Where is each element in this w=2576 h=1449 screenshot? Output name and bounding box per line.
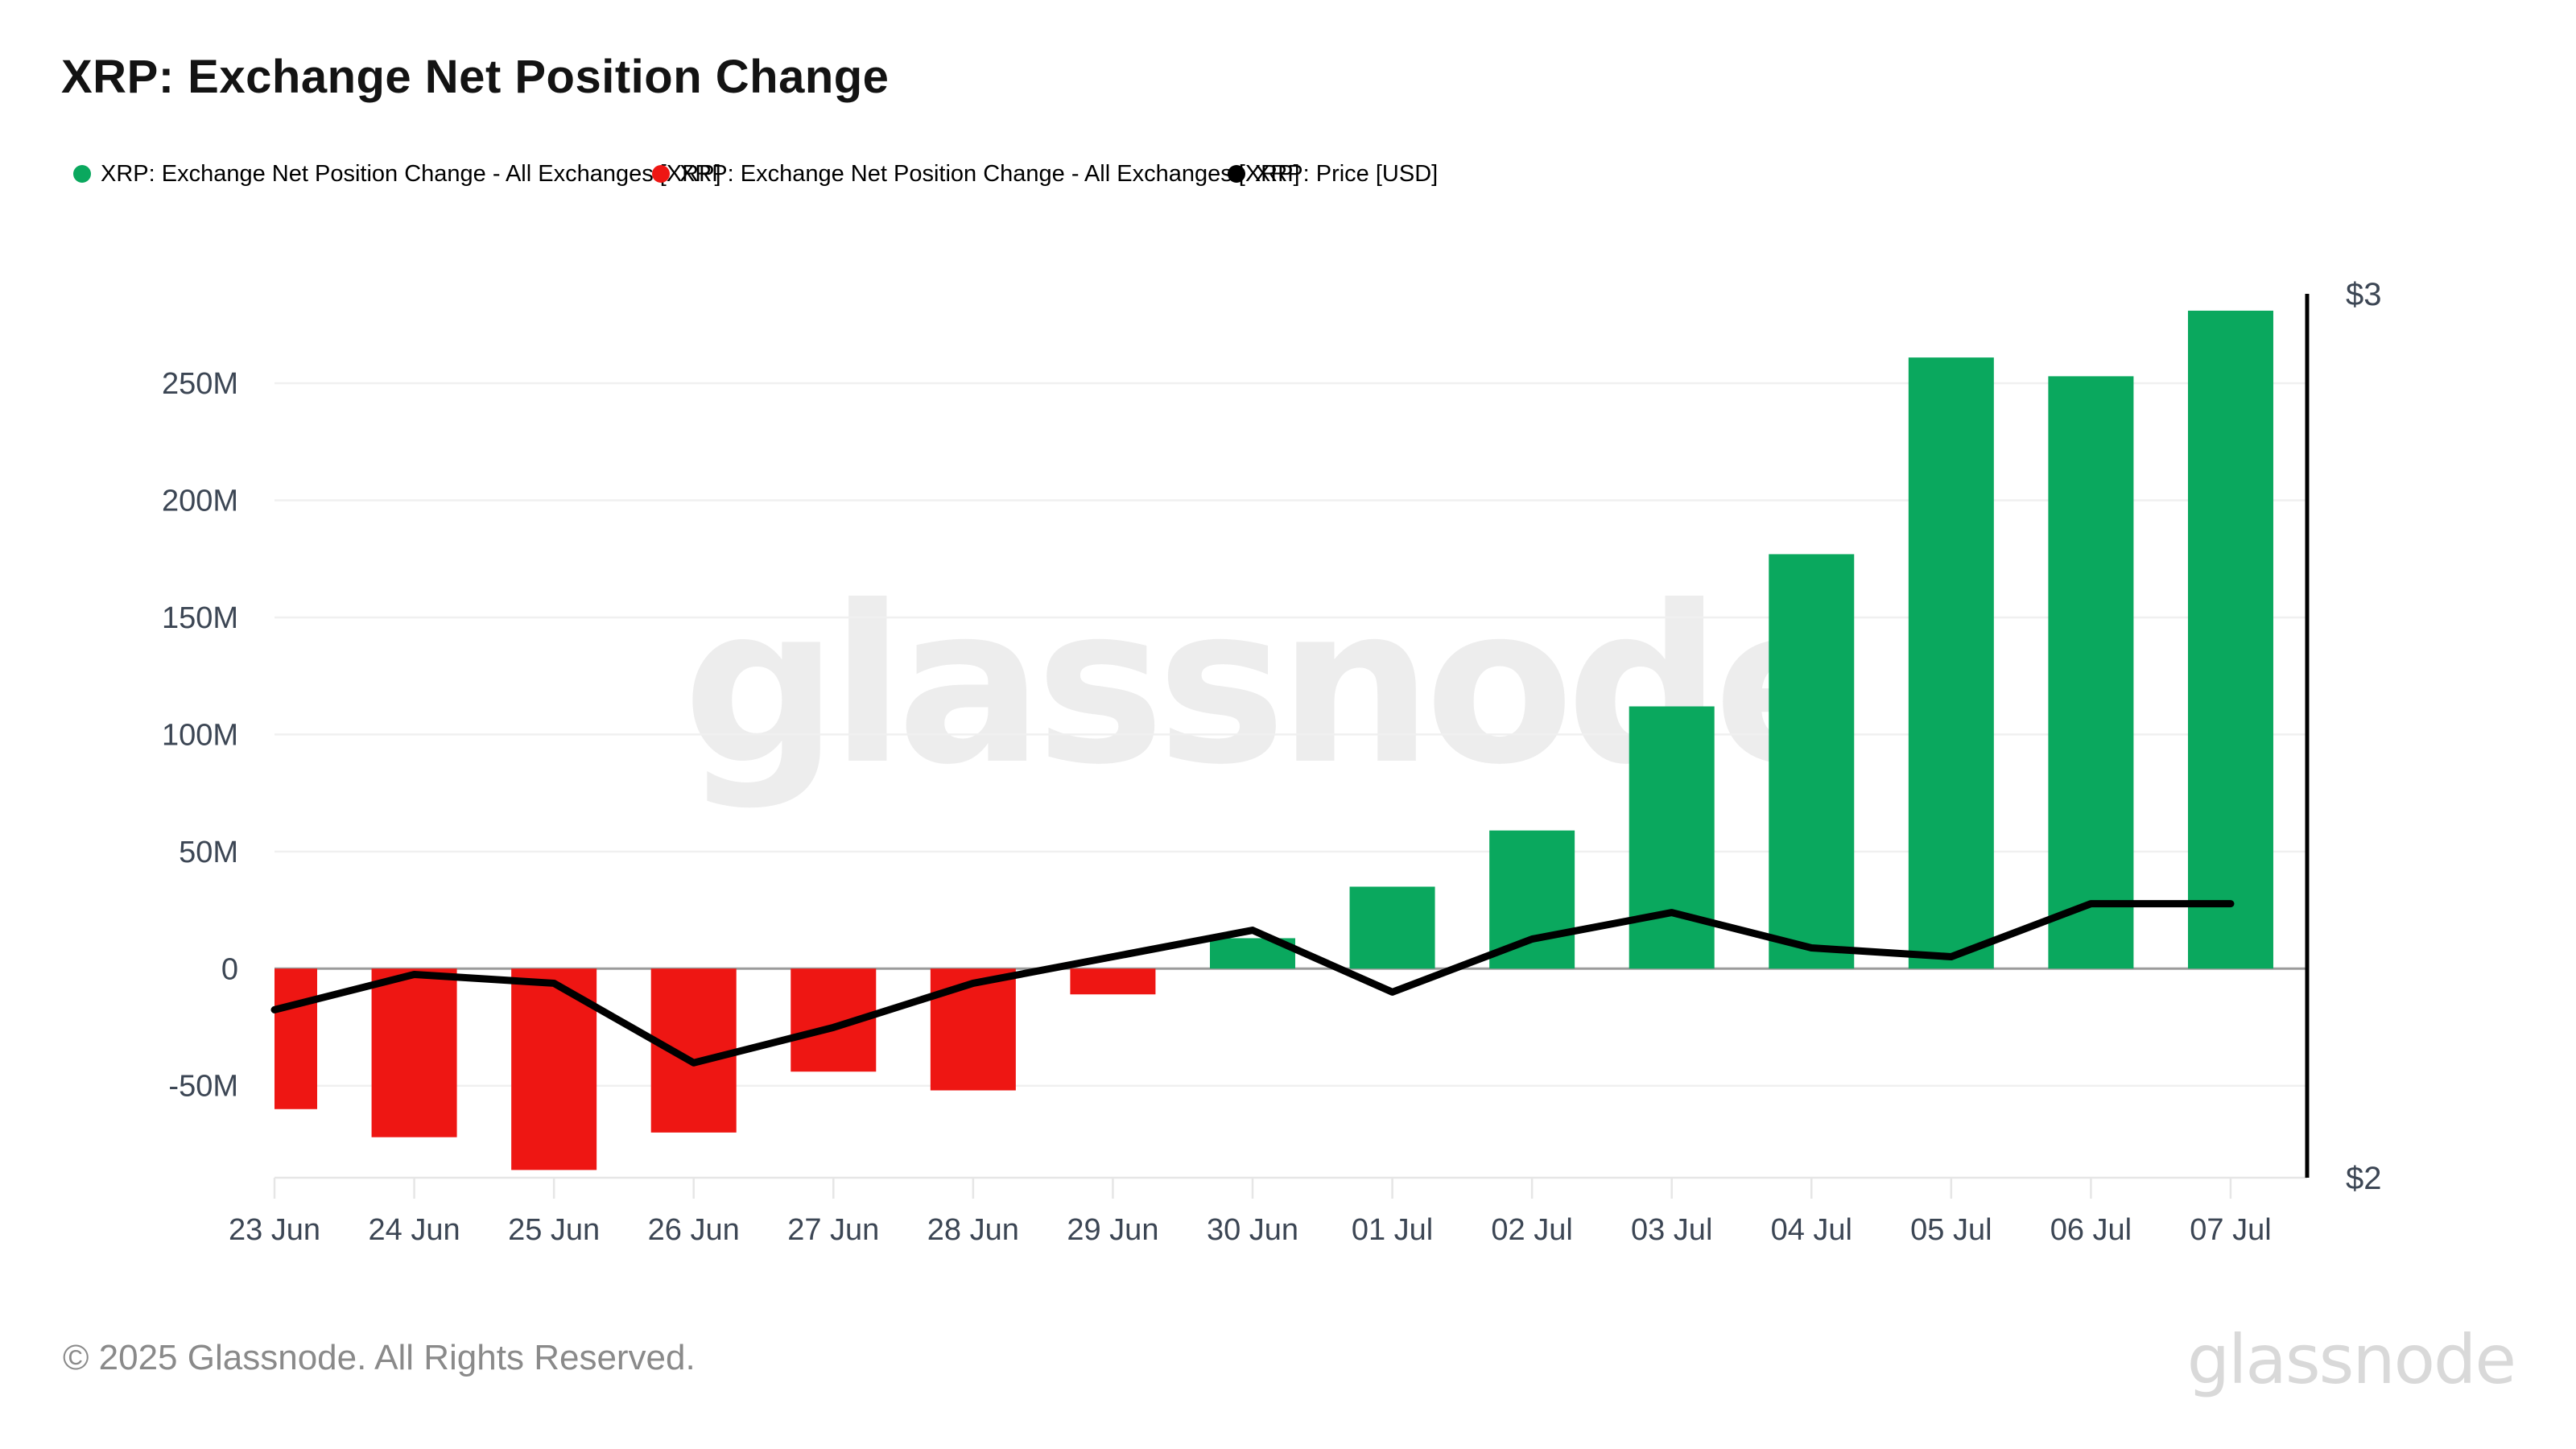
bar-23-jun[interactable] xyxy=(275,968,317,1109)
x-axis-label-04-jul: 04 Jul xyxy=(1771,1213,1852,1247)
copyright-text: © 2025 Glassnode. All Rights Reserved. xyxy=(63,1338,696,1377)
left-axis-label-150M: 150M xyxy=(162,601,238,635)
left-axis-label-0: 0 xyxy=(221,952,238,986)
x-axis-label-06-jul: 06 Jul xyxy=(2050,1213,2132,1247)
x-axis-label-30-jun: 30 Jun xyxy=(1207,1213,1298,1247)
glassnode-logo: glassnode xyxy=(2186,1320,2516,1399)
x-axis-label-05-jul: 05 Jul xyxy=(1910,1213,1992,1247)
legend-item-label: XRP: Exchange Net Position Change - All … xyxy=(679,160,1300,187)
legend-item-2[interactable]: XRP: Price [USD] xyxy=(1228,158,1438,190)
bar-06-jul[interactable] xyxy=(2048,376,2134,969)
bar-03-jul[interactable] xyxy=(1629,706,1715,969)
x-axis-label-07-jul: 07 Jul xyxy=(2190,1213,2271,1247)
bar-05-jul[interactable] xyxy=(1908,357,1994,969)
left-axis-label-200M: 200M xyxy=(162,485,238,518)
right-axis-label-2: $2 xyxy=(2346,1161,2382,1196)
x-axis-label-25-jun: 25 Jun xyxy=(508,1213,600,1247)
legend-dot-icon xyxy=(73,165,91,183)
x-axis-label-23-jun: 23 Jun xyxy=(229,1213,320,1247)
x-axis-label-28-jun: 28 Jun xyxy=(927,1213,1019,1247)
x-axis-label-01-jul: 01 Jul xyxy=(1352,1213,1433,1247)
bar-04-jul[interactable] xyxy=(1769,554,1855,969)
legend-dot-icon xyxy=(1228,165,1245,183)
x-axis-label-24-jun: 24 Jun xyxy=(369,1213,460,1247)
left-axis-label-50M: 50M xyxy=(179,836,238,869)
x-axis-label-02-jul: 02 Jul xyxy=(1491,1213,1572,1247)
price-line[interactable] xyxy=(270,900,2235,1067)
legend-item-label: XRP: Price [USD] xyxy=(1255,160,1439,187)
x-axis-label-26-jun: 26 Jun xyxy=(648,1213,740,1247)
bar-01-jul[interactable] xyxy=(1349,886,1435,969)
right-axis-label-3: $3 xyxy=(2346,277,2382,312)
left-axis-label-100M: 100M xyxy=(162,718,238,752)
x-axis-label-27-jun: 27 Jun xyxy=(787,1213,879,1247)
x-axis-label-29-jun: 29 Jun xyxy=(1067,1213,1158,1247)
bar-02-jul[interactable] xyxy=(1489,830,1575,969)
legend-item-1[interactable]: XRP: Exchange Net Position Change - All … xyxy=(652,158,1300,190)
left-axis-label-250M: 250M xyxy=(162,367,238,401)
bar-07-jul[interactable] xyxy=(2187,310,2273,969)
legend-item-label: XRP: Exchange Net Position Change - All … xyxy=(101,160,721,187)
left-axis-label--50M: -50M xyxy=(168,1070,238,1104)
bar-26-jun[interactable] xyxy=(650,968,737,1133)
bar-29-jun[interactable] xyxy=(1070,968,1156,995)
x-axis-label-03-jul: 03 Jul xyxy=(1631,1213,1712,1247)
legend-dot-icon xyxy=(652,165,670,183)
bar-24-jun[interactable] xyxy=(371,968,457,1137)
chart-legend: XRP: Exchange Net Position Change - All … xyxy=(0,158,2576,190)
legend-item-0[interactable]: XRP: Exchange Net Position Change - All … xyxy=(73,158,721,190)
page-title: XRP: Exchange Net Position Change xyxy=(61,51,890,103)
